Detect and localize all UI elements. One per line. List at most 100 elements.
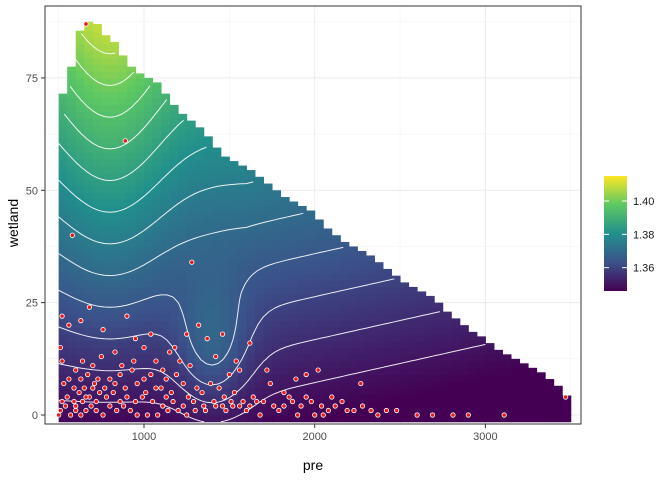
surface-cell xyxy=(323,232,333,241)
data-point xyxy=(122,385,128,391)
surface-cell xyxy=(229,161,239,167)
surface-cell xyxy=(58,185,68,194)
surface-cell xyxy=(169,381,179,389)
surface-cell xyxy=(237,273,247,281)
data-point xyxy=(141,344,147,351)
surface-cell xyxy=(75,30,85,38)
data-point xyxy=(184,412,190,418)
surface-cell xyxy=(152,320,162,328)
surface-cell xyxy=(459,361,469,369)
surface-cell xyxy=(126,401,136,409)
surface-cell xyxy=(118,354,128,362)
surface-cell xyxy=(237,246,247,254)
surface-cell xyxy=(314,327,324,335)
surface-cell xyxy=(289,212,299,220)
surface-cell xyxy=(263,183,273,187)
surface-cell xyxy=(135,415,145,423)
surface-cell xyxy=(58,152,68,160)
surface-cell xyxy=(442,354,452,362)
data-point xyxy=(180,380,186,387)
surface-cell xyxy=(272,401,282,409)
surface-cell xyxy=(314,313,324,322)
surface-cell xyxy=(186,185,196,194)
surface-cell xyxy=(67,381,77,389)
surface-cell xyxy=(169,320,179,328)
surface-cell xyxy=(229,165,239,173)
surface-cell xyxy=(195,172,205,180)
surface-cell xyxy=(178,300,188,308)
surface-cell xyxy=(109,367,119,376)
surface-cell xyxy=(263,246,273,254)
surface-cell xyxy=(92,165,102,173)
data-point xyxy=(173,371,180,378)
surface-cell xyxy=(374,361,384,369)
surface-cell xyxy=(536,372,546,376)
surface-cell xyxy=(186,340,196,349)
surface-cell xyxy=(195,185,205,194)
surface-cell xyxy=(391,347,401,355)
surface-cell xyxy=(203,394,213,403)
surface-cell xyxy=(161,111,171,119)
data-point xyxy=(107,403,113,409)
surface-cell xyxy=(135,206,145,214)
surface-cell xyxy=(84,347,94,355)
surface-cell xyxy=(75,111,85,119)
surface-cell xyxy=(348,273,358,281)
surface-cell xyxy=(212,219,222,227)
surface-cell xyxy=(511,388,521,396)
surface-cell xyxy=(246,246,256,254)
surface-cell xyxy=(434,367,444,376)
surface-cell xyxy=(434,327,444,335)
surface-cell xyxy=(109,374,119,382)
surface-cell xyxy=(178,293,188,301)
surface-cell xyxy=(186,219,196,227)
data-point xyxy=(465,412,471,418)
surface-cell xyxy=(306,327,316,335)
surface-cell xyxy=(502,381,512,389)
surface-cell xyxy=(331,235,341,241)
data-point xyxy=(219,403,226,409)
surface-cell xyxy=(101,158,111,167)
surface-cell xyxy=(161,212,171,220)
surface-cell xyxy=(297,307,307,315)
surface-cell xyxy=(135,179,145,187)
surface-cell xyxy=(374,347,384,355)
surface-cell xyxy=(314,320,324,328)
surface-cell xyxy=(152,340,162,349)
surface-cell xyxy=(212,327,222,335)
surface-cell xyxy=(417,327,427,335)
surface-cell xyxy=(323,253,333,261)
data-point xyxy=(98,353,104,360)
surface-cell xyxy=(434,388,444,396)
surface-cell xyxy=(109,293,119,301)
surface-cell xyxy=(365,367,375,376)
surface-cell xyxy=(476,347,486,355)
surface-cell xyxy=(348,415,358,423)
surface-cell xyxy=(84,415,94,423)
surface-cell xyxy=(126,313,136,322)
surface-cell xyxy=(220,158,230,167)
surface-cell xyxy=(144,152,154,160)
surface-cell xyxy=(365,394,375,403)
data-point xyxy=(167,349,173,355)
surface-cell xyxy=(109,408,119,416)
surface-cell xyxy=(92,232,102,241)
data-point xyxy=(112,349,118,355)
surface-cell xyxy=(400,327,410,335)
data-point xyxy=(83,21,89,27)
surface-cell xyxy=(169,172,179,180)
surface-cell xyxy=(109,334,119,342)
surface-cell xyxy=(220,165,230,173)
surface-cell xyxy=(144,266,154,274)
surface-cell xyxy=(357,415,367,423)
surface-cell xyxy=(468,334,478,342)
surface-cell xyxy=(84,44,94,52)
surface-cell xyxy=(92,226,102,234)
surface-cell xyxy=(75,327,85,335)
data-point xyxy=(143,389,149,396)
data-point xyxy=(163,394,169,400)
surface-cell xyxy=(67,179,77,187)
surface-cell xyxy=(144,381,154,389)
surface-cell xyxy=(246,170,256,173)
surface-cell xyxy=(152,192,162,200)
